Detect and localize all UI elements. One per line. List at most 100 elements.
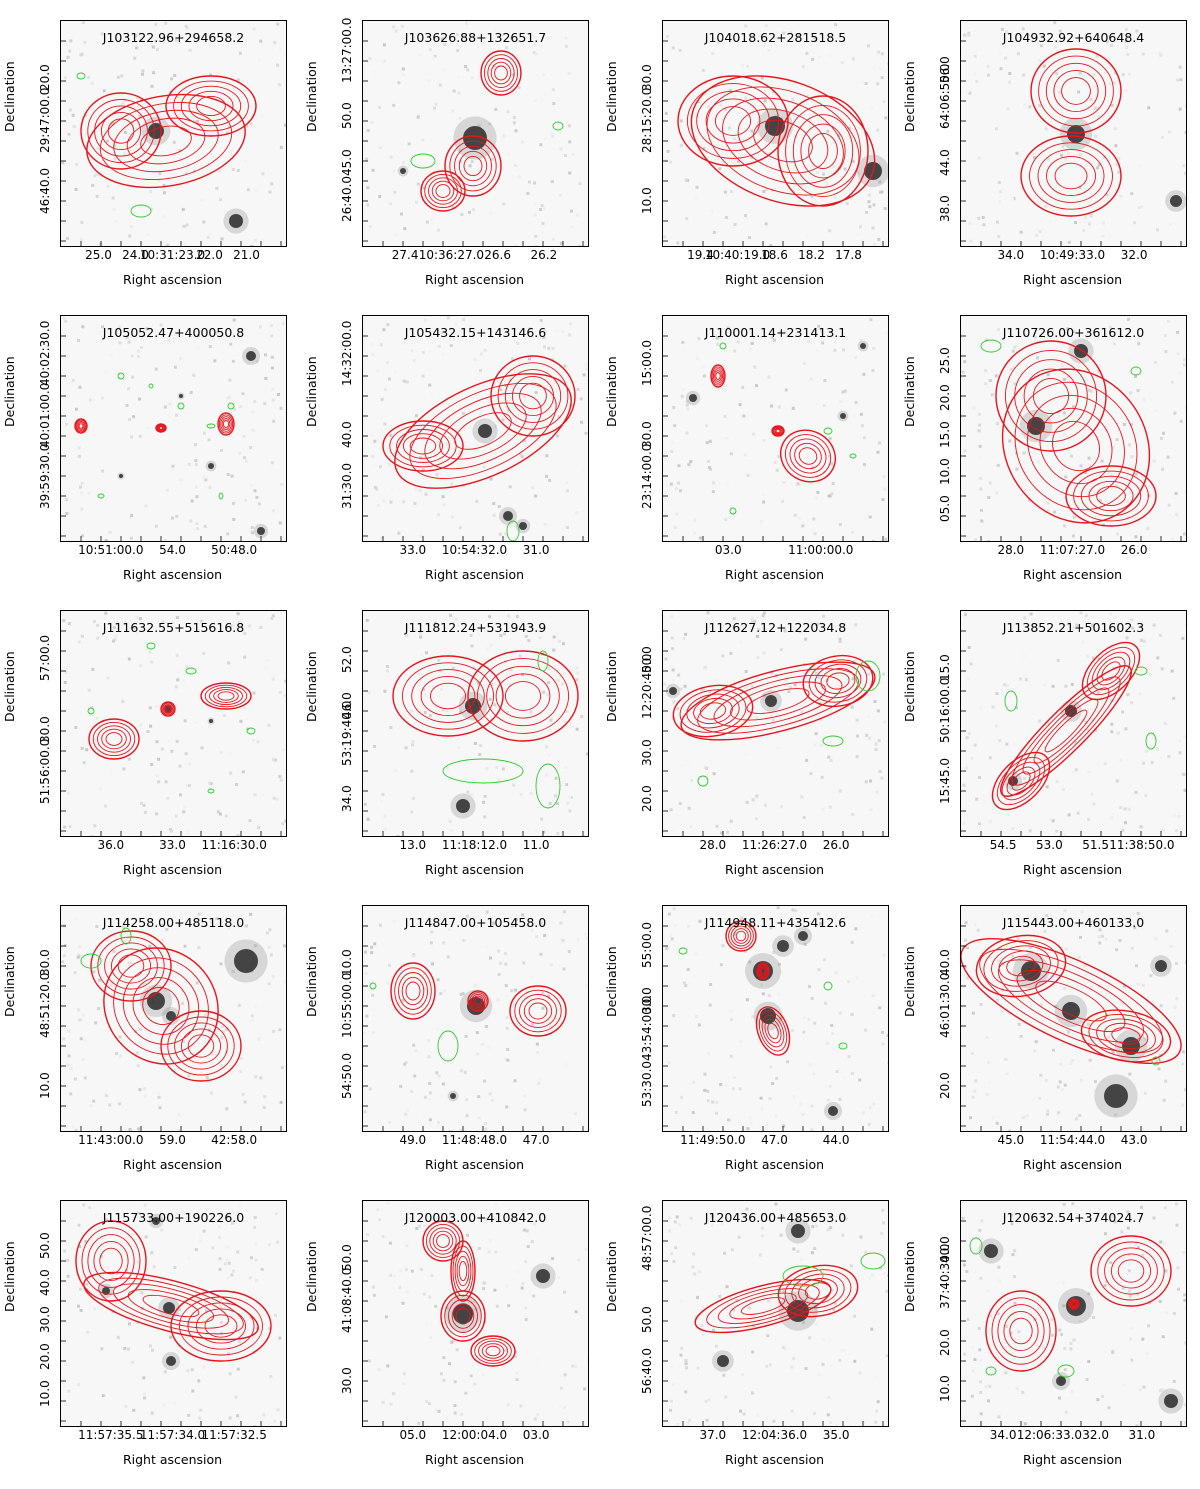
radio-contour (789, 438, 827, 474)
y-tick-label: 10.0 (640, 187, 654, 215)
radio-contour (800, 123, 846, 179)
radio-contour (1001, 761, 1041, 801)
radio-optical-overlay: J103122.96+294658.2 (60, 20, 287, 247)
x-axis-label: Right ascension (1022, 1452, 1123, 1467)
green-contour (177, 402, 185, 410)
x-tick-label: 11:48:48.0 (441, 1133, 508, 1147)
optical-source (1021, 961, 1041, 981)
radio-contour (814, 663, 862, 699)
y-tick-label: 37:40:30.0 (938, 1244, 952, 1310)
x-tick-label: 12:04:36.0 (741, 1428, 808, 1442)
green-contour (823, 981, 833, 991)
y-tick-label: 44.0 (938, 148, 952, 176)
image-canvas (363, 1201, 588, 1426)
y-axis-label: Declination (902, 946, 917, 1017)
source-title: J112627.12+122034.8 (704, 620, 847, 635)
green-contour (969, 1237, 983, 1255)
x-tick-label: 10:51:00.0 (78, 543, 144, 557)
radio-contour (454, 412, 512, 450)
radio-contour (979, 948, 1163, 1054)
radio-contour (75, 1220, 147, 1302)
radio-contour (170, 1290, 272, 1362)
radio-optical-overlay: J114258.00+485118.0 (60, 905, 287, 1132)
y-axis-label: Declination (902, 356, 917, 427)
optical-source (1155, 960, 1167, 972)
x-tick-label: 51.5 (1082, 838, 1109, 852)
radio-contour (450, 1240, 476, 1302)
radio-contour (991, 945, 1051, 987)
green-contour (1151, 1056, 1161, 1066)
source-panel: Declination J105432.15+143146.6 14:32:00.0… (302, 295, 602, 590)
radio-contour (1044, 709, 1088, 753)
radio-contour (218, 414, 234, 434)
optical-source (164, 705, 172, 713)
green-contour (246, 727, 256, 735)
y-tick-label: 46:01:30.0 (938, 972, 952, 1038)
radio-contour (997, 959, 1145, 1043)
y-tick-label: 34.0 (340, 785, 354, 812)
x-axis-label: Right ascension (122, 567, 223, 582)
radio-contour (217, 412, 235, 436)
green-contour (442, 758, 524, 784)
y-tick-label: 31:30.0 (340, 463, 354, 510)
radio-contour (180, 85, 242, 127)
radio-contour (746, 688, 810, 714)
y-axis-label: Declination (2, 1241, 17, 1312)
x-axis-label: Right ascension (424, 1452, 525, 1467)
image-canvas (61, 317, 285, 541)
radio-contour (476, 658, 570, 734)
radio-contour (759, 966, 767, 976)
radio-contour (713, 674, 843, 728)
y-tick-label: 20.0 (38, 1342, 52, 1370)
image-canvas (363, 21, 584, 246)
y-tick-label: 30.0 (340, 1367, 354, 1395)
radio-contour (1090, 1235, 1172, 1307)
y-tick-label: 10.0 (38, 1379, 52, 1407)
radio-contour (756, 962, 770, 980)
radio-contour (680, 661, 876, 741)
radio-contour (725, 920, 757, 952)
radio-contour (161, 702, 175, 716)
radio-contour (1070, 1300, 1078, 1308)
radio-contour (706, 1283, 820, 1329)
radio-contour (196, 95, 226, 117)
image-canvas (363, 613, 588, 836)
radio-contour (78, 423, 84, 429)
x-tick-label: 28.0 (699, 838, 727, 852)
radio-contour (1110, 1253, 1152, 1289)
x-axis-label: Right ascension (424, 1157, 525, 1172)
green-contour (535, 763, 561, 809)
optical-source (456, 799, 470, 813)
radio-contour (105, 732, 123, 746)
optical-source (1170, 195, 1182, 207)
optical-source (463, 126, 487, 150)
optical-source (179, 394, 183, 398)
x-axis-label: Right ascension (424, 862, 525, 877)
y-tick-label: 30.0 (38, 1305, 52, 1333)
radio-contour (101, 728, 127, 750)
source-title: J105432.15+143146.6 (404, 325, 547, 340)
image-canvas (961, 1202, 1186, 1426)
radio-contour (1111, 1027, 1141, 1045)
radio-optical-overlay: J113852.21+501602.3 (960, 610, 1187, 837)
radio-contour (802, 654, 874, 708)
radio-contour (204, 1314, 238, 1338)
source-panel: Declination J114258.00+485118.0 30.0 48:51:… (0, 885, 300, 1180)
radio-contour (715, 372, 721, 380)
radio-optical-overlay: J115443.00+460133.0 (960, 905, 1187, 1132)
y-tick-label: 10.0 (938, 457, 952, 485)
y-tick-label: 52.0 (340, 646, 354, 674)
radio-contour (511, 375, 555, 417)
radio-contour (428, 177, 458, 205)
x-tick-label: 54.0 (159, 543, 186, 557)
radio-contour (774, 428, 782, 434)
radio-optical-overlay: J111812.24+531943.9 (362, 610, 589, 837)
radio-contour (826, 672, 850, 690)
source-panel: Declination J111812.24+531943.9 52.0 46.0 53… (302, 590, 602, 885)
radio-contour (764, 1018, 782, 1044)
radio-contour (753, 119, 813, 163)
green-contour (1004, 690, 1018, 712)
y-tick-label: 13:27:00.0 (340, 17, 354, 84)
radio-contour (480, 50, 522, 96)
radio-contour (86, 93, 246, 189)
